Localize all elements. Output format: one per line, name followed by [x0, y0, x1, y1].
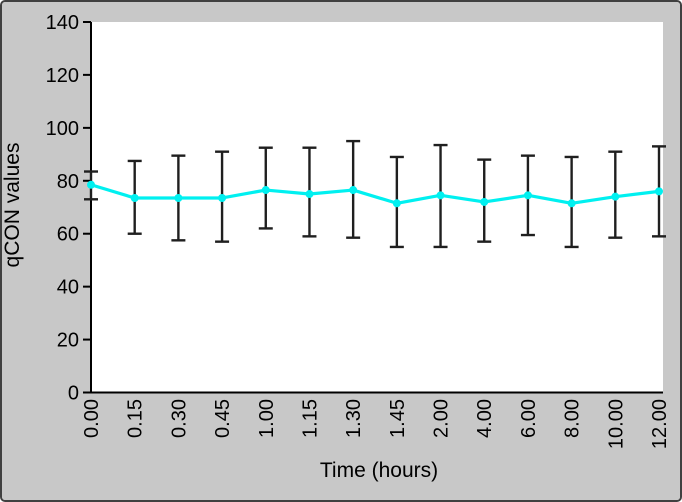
x-tick-label: 0.30	[168, 399, 190, 438]
data-point-marker	[130, 193, 139, 202]
x-tick-label: 10.00	[605, 399, 627, 449]
x-tick-label: 0.00	[81, 399, 103, 438]
x-tick-label: 6.00	[518, 399, 540, 438]
x-tick-label: 1.30	[343, 399, 365, 438]
x-tick-label: 1.45	[387, 399, 409, 438]
y-axis-ticks: 0 20 40 60 80 100 120 140	[46, 12, 91, 405]
y-axis-title: qCON values	[2, 143, 24, 268]
x-tick-label: 0.45	[212, 399, 234, 438]
plot-area	[91, 22, 663, 393]
data-point-marker	[436, 191, 445, 200]
data-point-marker	[174, 193, 183, 202]
x-tick-label: 1.15	[299, 399, 321, 438]
data-point-marker	[523, 191, 532, 200]
series-line	[89, 183, 661, 205]
x-tick-label: 8.00	[562, 399, 584, 438]
y-tick-label: 100	[46, 118, 79, 140]
data-point-marker	[305, 190, 314, 199]
data-point-marker	[655, 187, 663, 196]
data-point-marker	[567, 199, 576, 208]
y-tick-label: 120	[46, 65, 79, 87]
qcon-series-line	[87, 180, 663, 208]
data-point-marker	[480, 197, 489, 206]
x-tick-label: 2.00	[431, 399, 453, 438]
data-point-marker	[392, 199, 401, 208]
data-point-marker	[261, 186, 270, 195]
x-tick-label: 4.00	[474, 399, 496, 438]
data-point-marker	[349, 186, 358, 195]
y-tick-label: 140	[46, 12, 79, 34]
y-tick-label: 0	[68, 383, 79, 405]
y-tick-label: 80	[57, 171, 79, 193]
y-tick-label: 20	[57, 330, 79, 352]
x-axis-tick-labels: 0.00 0.15 0.30 0.45 1.00 1.15 1.30 1.45 2.00 4.00…	[81, 399, 671, 449]
data-point-marker	[218, 193, 227, 202]
y-tick-label: 40	[57, 277, 79, 299]
data-point-marker	[87, 180, 95, 189]
data-point-marker	[611, 192, 620, 201]
x-tick-label: 12.00	[649, 399, 671, 449]
error-bars	[84, 139, 666, 249]
x-tick-label: 1.00	[256, 399, 278, 438]
x-axis-title: Time (hours)	[320, 459, 438, 482]
x-tick-label: 0.15	[125, 399, 147, 438]
y-tick-label: 60	[57, 224, 79, 246]
